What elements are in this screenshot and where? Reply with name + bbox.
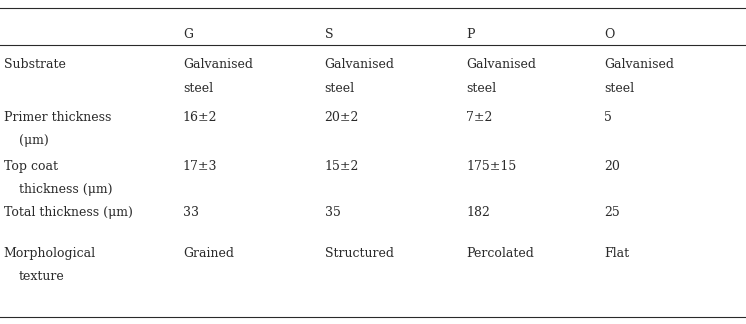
Text: Grained: Grained (183, 247, 233, 260)
Text: O: O (604, 28, 615, 40)
Text: Total thickness (μm): Total thickness (μm) (4, 206, 133, 219)
Text: thickness (μm): thickness (μm) (19, 183, 112, 196)
Text: 20: 20 (604, 160, 620, 173)
Text: Structured: Structured (325, 247, 393, 260)
Text: 17±3: 17±3 (183, 160, 217, 173)
Text: 5: 5 (604, 111, 612, 124)
Text: 33: 33 (183, 206, 198, 219)
Text: P: P (466, 28, 474, 40)
Text: Galvanised: Galvanised (183, 58, 253, 71)
Text: G: G (183, 28, 192, 40)
Text: Top coat: Top coat (4, 160, 57, 173)
Text: 16±2: 16±2 (183, 111, 217, 124)
Text: Flat: Flat (604, 247, 630, 260)
Text: Percolated: Percolated (466, 247, 534, 260)
Text: (μm): (μm) (19, 134, 48, 147)
Text: 7±2: 7±2 (466, 111, 492, 124)
Text: steel: steel (325, 82, 354, 95)
Text: texture: texture (19, 270, 64, 283)
Text: Primer thickness: Primer thickness (4, 111, 111, 124)
Text: 175±15: 175±15 (466, 160, 516, 173)
Text: Substrate: Substrate (4, 58, 66, 71)
Text: steel: steel (183, 82, 213, 95)
Text: 25: 25 (604, 206, 620, 219)
Text: 20±2: 20±2 (325, 111, 359, 124)
Text: 35: 35 (325, 206, 340, 219)
Text: steel: steel (604, 82, 634, 95)
Text: Galvanised: Galvanised (325, 58, 395, 71)
Text: steel: steel (466, 82, 496, 95)
Text: Morphological: Morphological (4, 247, 95, 260)
Text: 15±2: 15±2 (325, 160, 359, 173)
Text: S: S (325, 28, 333, 40)
Text: 182: 182 (466, 206, 490, 219)
Text: Galvanised: Galvanised (604, 58, 674, 71)
Text: Galvanised: Galvanised (466, 58, 536, 71)
